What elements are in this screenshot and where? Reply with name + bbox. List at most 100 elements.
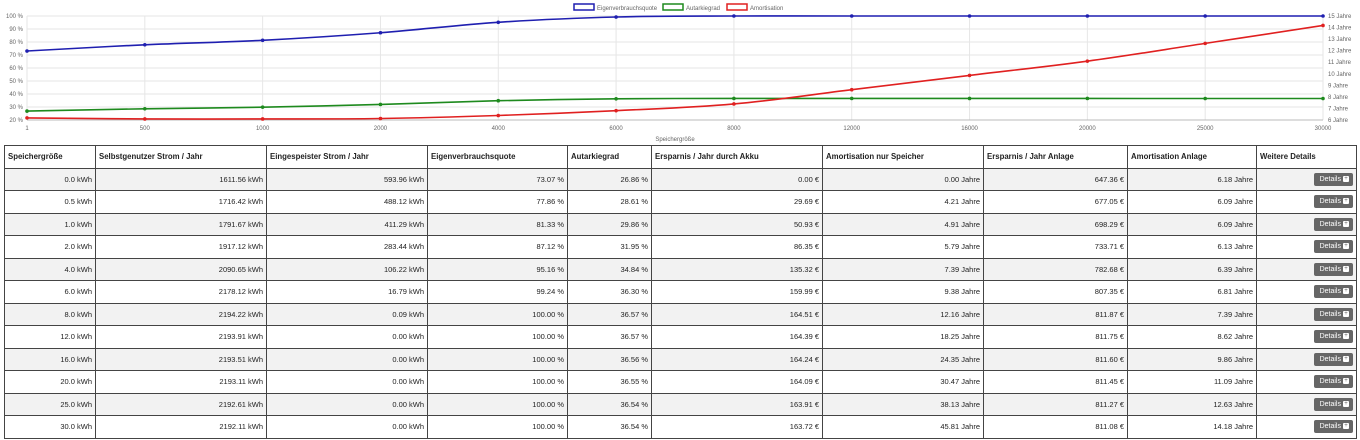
x-tick-label: 16000: [961, 126, 978, 132]
plus-icon: +: [1343, 243, 1349, 250]
x-tick-label: 8000: [727, 126, 741, 132]
data-point-amortisation: [25, 116, 29, 120]
y-left-tick-label: 80 %: [9, 40, 23, 46]
legend-swatch-eigenverbrauchsquote: [573, 3, 595, 11]
table-cell: 12.63 Jahre: [1127, 392, 1257, 416]
details-button[interactable]: Details +: [1313, 172, 1353, 186]
table-cell: 811.60 €: [983, 347, 1128, 371]
table-cell: 18.25 Jahre: [822, 325, 984, 349]
table-cell: 0.00 Jahre: [822, 167, 984, 191]
column-header: Eigenverbrauchsquote: [427, 145, 568, 169]
table-cell: 16.79 kWh: [266, 280, 428, 304]
column-header: Ersparnis / Jahr Anlage: [983, 145, 1128, 169]
table-cell: 0.00 kWh: [266, 415, 428, 439]
x-tick-label: 500: [140, 126, 151, 132]
details-button[interactable]: Details +: [1313, 375, 1353, 389]
data-point-eigenverbrauchsquote: [967, 14, 972, 18]
data-point-amortisation: [1321, 23, 1325, 28]
x-tick-label: 25000: [1197, 126, 1214, 132]
details-button[interactable]: Details +: [1313, 330, 1353, 344]
data-point-amortisation: [1203, 41, 1207, 46]
details-button[interactable]: Details +: [1313, 285, 1353, 299]
table-cell: 6.18 Jahre: [1127, 167, 1257, 191]
details-button[interactable]: Details +: [1313, 397, 1353, 411]
table-cell: 1716.42 kWh: [95, 190, 267, 214]
x-tick-label: 30000: [1315, 126, 1332, 132]
table-cell: 6.09 Jahre: [1127, 212, 1257, 236]
details-button-label: Details: [1319, 310, 1341, 318]
y-right-tick-label: 13 Jahre: [1328, 37, 1352, 43]
table-cell: 4.21 Jahre: [822, 190, 984, 214]
table-cell: 36.30 %: [567, 280, 652, 304]
legend-label-autarkiegrad: Autarkiegrad: [686, 6, 720, 12]
table-cell: 29.69 €: [651, 190, 823, 214]
data-point-autarkiegrad: [614, 97, 618, 101]
table-row: 4.0 kWh 2090.65 kWh 106.22 kWh 95.16 % 34.84…: [4, 257, 1357, 281]
table-cell: 2.0 kWh: [4, 235, 96, 259]
plus-icon: +: [1343, 288, 1349, 295]
series-line-amortisation: [26, 24, 1324, 120]
y-right-tick-label: 10 Jahre: [1328, 72, 1352, 78]
data-point-autarkiegrad: [1321, 96, 1325, 101]
table-cell: 0.09 kWh: [266, 302, 428, 326]
x-tick-label: 4000: [492, 126, 506, 132]
details-button[interactable]: Details +: [1313, 240, 1353, 254]
data-point-autarkiegrad: [496, 98, 501, 103]
table-cell: 20.0 kWh: [4, 370, 96, 394]
table-cell: 2193.11 kWh: [95, 370, 267, 394]
column-header: Amortisation nur Speicher: [822, 145, 984, 169]
data-point-amortisation: [849, 87, 854, 92]
details-cell: Details +: [1256, 235, 1357, 259]
column-header: Ersparnis / Jahr durch Akku: [651, 145, 823, 169]
table-cell: 100.00 %: [427, 392, 568, 416]
table-cell: 81.33 %: [427, 212, 568, 236]
table-cell: 7.39 Jahre: [822, 257, 984, 281]
details-button-label: Details: [1319, 220, 1341, 228]
table-row: 12.0 kWh 2193.91 kWh 0.00 kWh 100.00 % 36.57…: [4, 325, 1357, 349]
x-tick-label: 6000: [609, 126, 623, 132]
table-cell: 29.86 %: [567, 212, 652, 236]
y-right-tick-label: 9 Jahre: [1328, 83, 1349, 89]
data-point-eigenverbrauchsquote: [1085, 14, 1090, 18]
table-row: 25.0 kWh 2192.61 kWh 0.00 kWh 100.00 % 36.54…: [4, 392, 1357, 416]
details-button[interactable]: Details +: [1313, 307, 1353, 321]
y-left-tick-label: 40 %: [9, 92, 23, 98]
data-point-amortisation: [967, 73, 972, 78]
table-cell: 106.22 kWh: [266, 257, 428, 281]
column-header: Speichergröße: [4, 145, 96, 169]
table-cell: 5.79 Jahre: [822, 235, 984, 259]
table-cell: 100.00 %: [427, 370, 568, 394]
table-cell: 647.36 €: [983, 167, 1128, 191]
details-cell: Details +: [1256, 392, 1357, 416]
plus-icon: +: [1343, 378, 1349, 385]
data-point-autarkiegrad: [849, 96, 854, 101]
table-cell: 100.00 %: [427, 302, 568, 326]
y-left-tick-label: 100 %: [6, 14, 24, 20]
data-point-amortisation: [378, 116, 383, 121]
table-row: 2.0 kWh 1917.12 kWh 283.44 kWh 87.12 % 31.95…: [4, 235, 1357, 259]
legend-swatch-autarkiegrad: [662, 3, 684, 11]
table-cell: 8.0 kWh: [4, 302, 96, 326]
details-button[interactable]: Details +: [1313, 262, 1353, 276]
data-point-eigenverbrauchsquote: [25, 49, 29, 53]
table-header-row: Speichergröße Selbstgenutzer Strom / Jahr…: [4, 145, 1357, 169]
details-button[interactable]: Details +: [1313, 195, 1353, 209]
details-button[interactable]: Details +: [1313, 352, 1353, 366]
table-cell: 2193.51 kWh: [95, 347, 267, 371]
details-button-label: Details: [1319, 175, 1341, 183]
table-cell: 14.18 Jahre: [1127, 415, 1257, 439]
data-point-eigenverbrauchsquote: [1321, 14, 1325, 18]
table-cell: 25.0 kWh: [4, 392, 96, 416]
table-cell: 698.29 €: [983, 212, 1128, 236]
table-cell: 164.24 €: [651, 347, 823, 371]
table-cell: 164.51 €: [651, 302, 823, 326]
table-cell: 0.00 kWh: [266, 347, 428, 371]
details-button[interactable]: Details +: [1313, 217, 1353, 231]
details-cell: Details +: [1256, 325, 1357, 349]
table-row: 0.0 kWh 1611.56 kWh 593.96 kWh 73.07 % 26.86…: [4, 167, 1357, 191]
legend-label-amortisation: Amortisation: [750, 6, 783, 12]
table-cell: 50.93 €: [651, 212, 823, 236]
y-right-tick-label: 12 Jahre: [1328, 49, 1352, 55]
column-header: Weitere Details: [1256, 145, 1357, 169]
details-button[interactable]: Details +: [1313, 420, 1353, 434]
